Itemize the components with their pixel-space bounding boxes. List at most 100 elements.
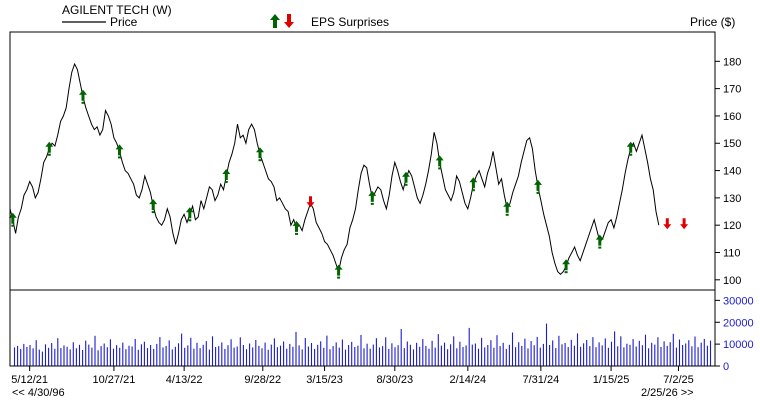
x-tick-label: 5/12/21 xyxy=(11,374,48,386)
price-y-tick-label: 130 xyxy=(723,193,741,205)
eps-beat-marker-icon xyxy=(79,89,87,104)
eps-beat-marker-icon xyxy=(469,177,478,192)
price-legend-label: Price xyxy=(110,15,138,29)
price-series-line xyxy=(9,62,660,275)
eps-miss-marker-icon xyxy=(306,196,315,208)
price-axis-title: Price ($) xyxy=(690,15,736,29)
arrow-stub xyxy=(81,101,85,104)
arrow-stub xyxy=(337,276,341,279)
volume-panel: 0 10000 20000 30000 xyxy=(13,295,754,373)
arrow-stub xyxy=(629,153,633,156)
x-tick-label: 7/2/25 xyxy=(663,374,694,386)
arrow-stub xyxy=(11,224,15,227)
price-legend-line xyxy=(62,21,106,23)
x-tick-label: 1/15/25 xyxy=(593,374,630,386)
eps-legend-label: EPS Surprises xyxy=(311,15,390,29)
volume-y-tick-label: 10000 xyxy=(723,339,754,351)
eps-beat-marker-icon xyxy=(185,207,194,222)
up-arrow-icon xyxy=(292,220,301,232)
up-arrow-icon xyxy=(256,147,264,159)
eps-beat-marker-icon xyxy=(626,141,635,156)
eps-miss-down-arrow-icon xyxy=(284,14,294,28)
arrow-stub xyxy=(370,202,374,205)
company-title: AGILENT TECH (W) xyxy=(62,3,172,17)
eps-beat-marker-icon xyxy=(45,141,54,156)
eps-miss-marker-icon xyxy=(680,218,689,230)
price-y-tick-label: 100 xyxy=(723,275,741,287)
eps-beat-marker-icon xyxy=(115,144,124,159)
x-tick-label: 3/15/23 xyxy=(306,374,343,386)
price-y-tick-label: 170 xyxy=(723,84,741,96)
eps-beat-marker-icon xyxy=(534,179,542,194)
up-arrow-icon xyxy=(368,190,377,202)
up-arrow-icon xyxy=(534,179,542,191)
eps-miss-marker-icon xyxy=(663,218,672,230)
arrow-stub xyxy=(224,181,228,183)
volume-y-tick-label: 30000 xyxy=(723,295,754,307)
price-y-tick-label: 120 xyxy=(723,220,741,232)
x-tick-label: 2/14/24 xyxy=(449,374,486,386)
arrow-stub xyxy=(438,167,442,170)
eps-beat-marker-icon xyxy=(256,147,264,162)
arrow-stub xyxy=(471,189,475,192)
x-tick-label: 8/30/23 xyxy=(376,374,413,386)
x-tick-label: 7/31/24 xyxy=(523,374,560,386)
arrow-stub xyxy=(258,159,262,162)
arrow-stub xyxy=(598,246,602,249)
x-tick-label: 9/28/22 xyxy=(244,374,281,386)
eps-beat-marker-icon xyxy=(595,234,604,249)
price-y-tick-label: 150 xyxy=(723,138,741,150)
up-arrow-icon xyxy=(222,169,231,180)
arrow-stub xyxy=(188,219,192,222)
up-arrow-icon xyxy=(469,177,478,189)
up-arrow-icon xyxy=(435,155,444,167)
x-tick-label: 10/27/21 xyxy=(93,374,136,386)
up-arrow-icon xyxy=(595,234,604,246)
up-arrow-icon xyxy=(185,207,194,219)
price-y-tick-label: 110 xyxy=(723,247,741,259)
arrow-stub xyxy=(404,183,408,186)
eps-beat-marker-icon xyxy=(368,190,377,205)
arrow-stub xyxy=(564,271,568,274)
eps-beat-marker-icon xyxy=(222,169,231,183)
eps-legend-icons xyxy=(270,14,294,28)
x-axis: 5/12/21 10/27/21 4/13/22 9/28/22 3/15/23 8/30… xyxy=(11,366,694,386)
up-arrow-icon xyxy=(45,141,54,153)
arrow-stub xyxy=(295,232,298,235)
eps-beat-marker-icon xyxy=(149,199,158,214)
eps-beat-marker-icon xyxy=(503,201,512,216)
up-arrow-icon xyxy=(79,89,87,101)
plot-frame xyxy=(9,31,716,367)
down-arrow-icon xyxy=(680,218,689,230)
volume-y-tick-label: 0 xyxy=(723,361,729,373)
down-arrow-icon xyxy=(663,218,672,230)
eps-beat-marker-icon xyxy=(435,155,444,170)
price-panel: 100 110 120 130 140 150 160 170 180 xyxy=(8,56,741,287)
up-arrow-icon xyxy=(503,201,512,213)
volume-y-tick-label: 20000 xyxy=(723,317,754,329)
forward-nav-link[interactable]: 2/25/26 >> xyxy=(641,387,694,399)
price-y-tick-label: 140 xyxy=(723,166,741,178)
up-arrow-icon xyxy=(8,212,17,224)
up-arrow-icon xyxy=(334,264,343,276)
price-y-tick-label: 160 xyxy=(723,111,741,123)
up-arrow-icon xyxy=(115,144,124,156)
arrow-stub xyxy=(118,156,121,159)
eps-beat-marker-icon xyxy=(8,212,17,227)
up-arrow-icon xyxy=(402,171,410,183)
arrow-stub xyxy=(47,153,51,156)
price-y-tick-label: 180 xyxy=(723,56,741,68)
arrow-stub xyxy=(536,191,540,194)
eps-beat-marker-icon xyxy=(292,220,301,235)
eps-beat-marker-icon xyxy=(334,264,343,279)
up-arrow-icon xyxy=(626,141,635,153)
arrow-stub xyxy=(151,211,155,214)
eps-beat-marker-icon xyxy=(562,259,571,274)
back-nav-link[interactable]: << 4/30/96 xyxy=(12,387,65,399)
up-arrow-icon xyxy=(562,259,571,271)
down-arrow-icon xyxy=(306,196,315,208)
eps-beat-marker-icon xyxy=(402,171,410,186)
x-tick-label: 4/13/22 xyxy=(166,374,203,386)
eps-beat-up-arrow-icon xyxy=(270,14,280,28)
